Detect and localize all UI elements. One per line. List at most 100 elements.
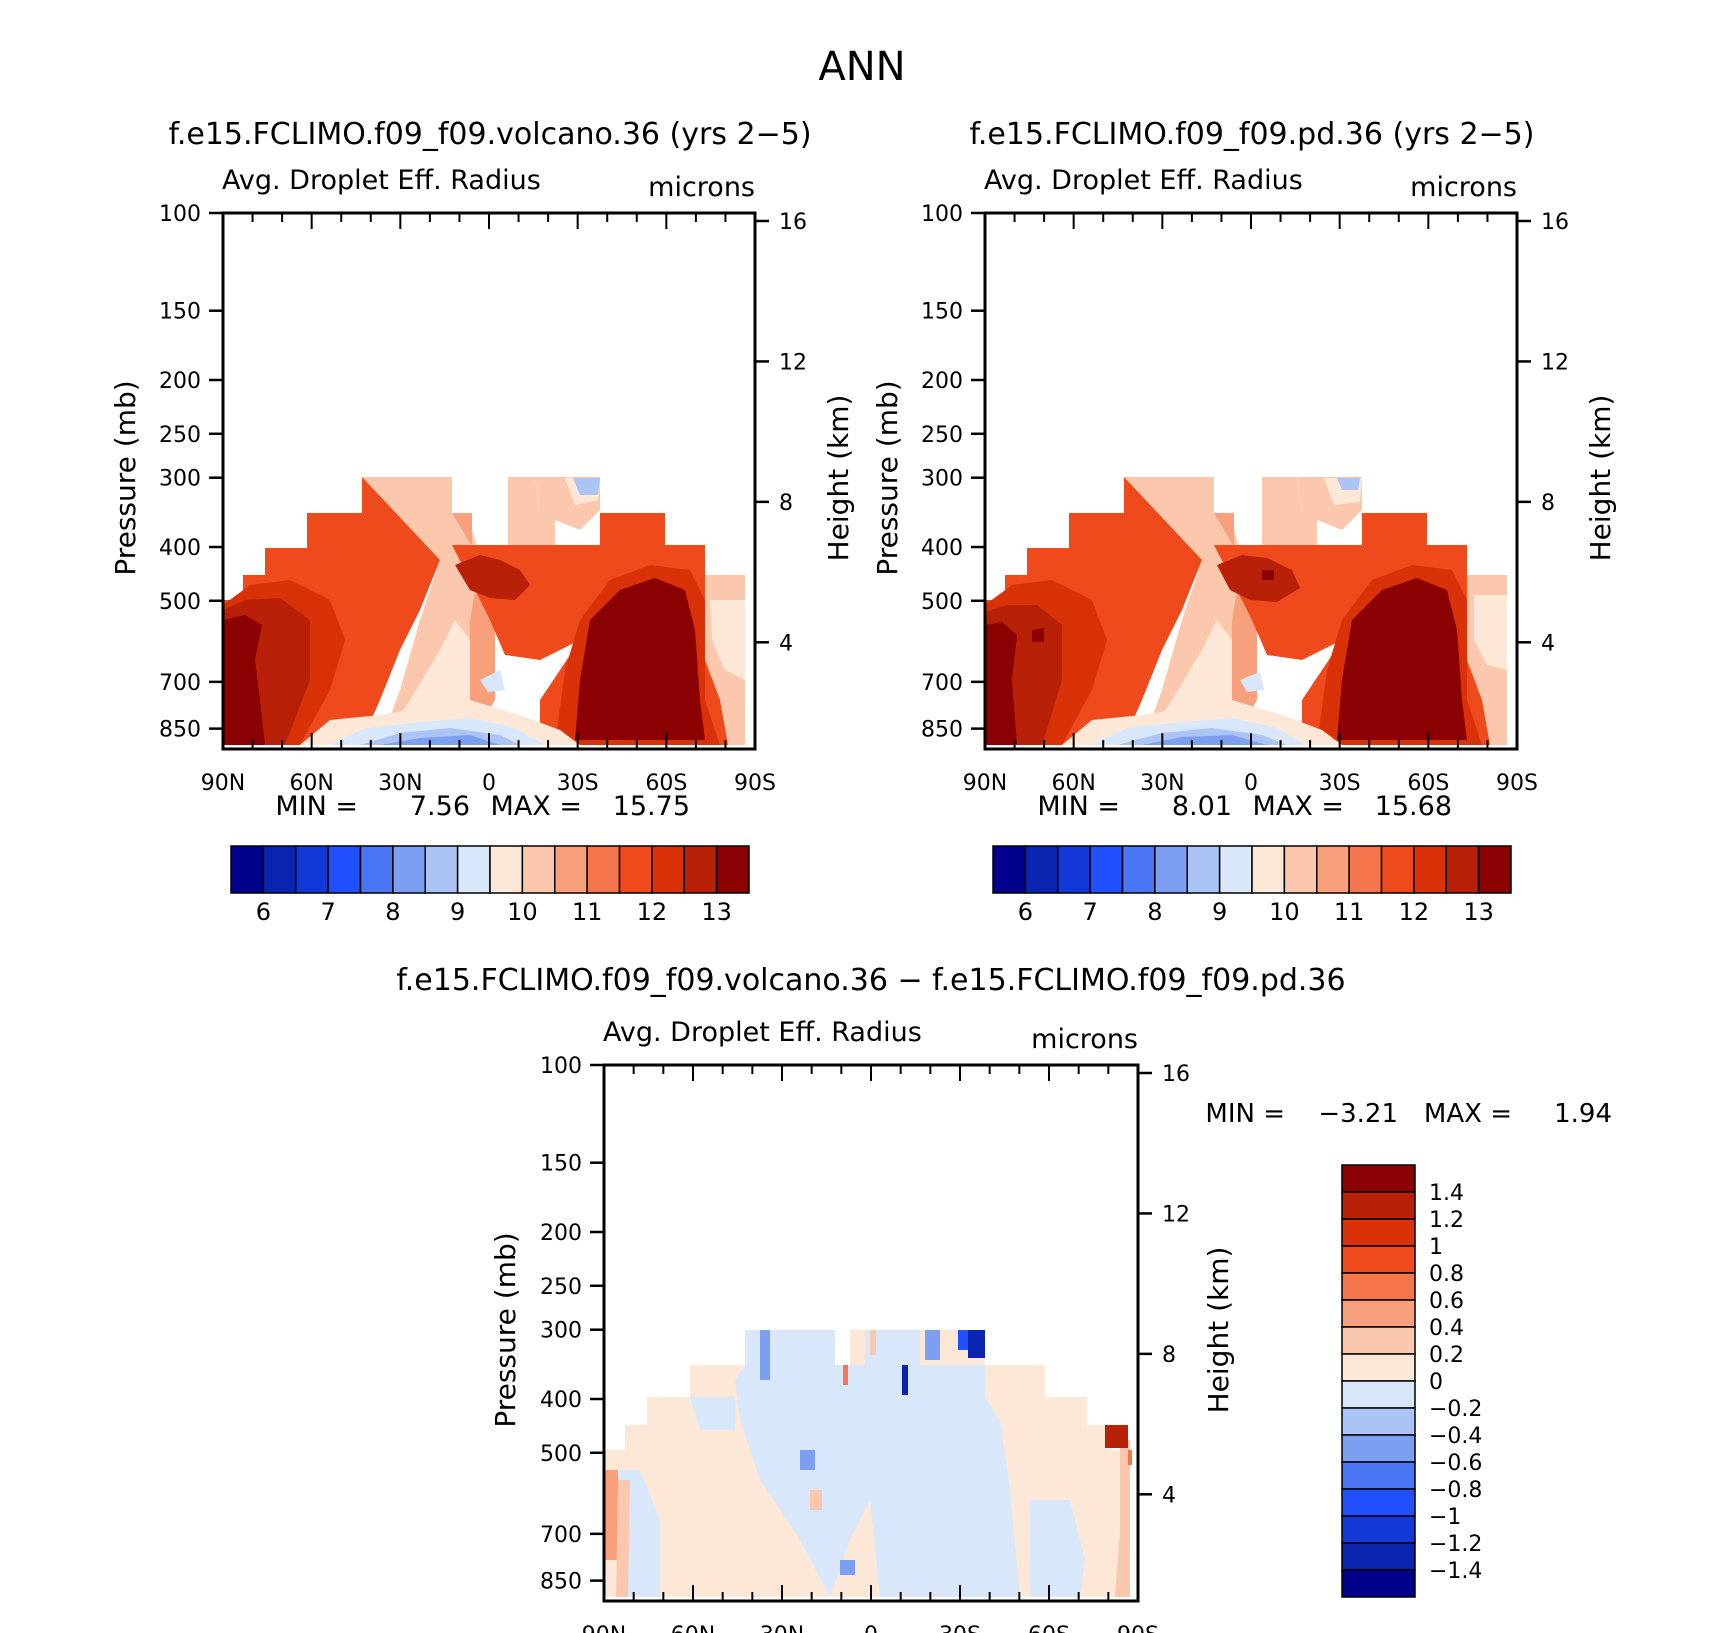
y2-ticks: 16 12 8 4 [755, 210, 807, 656]
colorbar-label: 7 [1082, 898, 1097, 926]
colorbar-label: 13 [701, 898, 732, 926]
colorbar-swatch [1121, 845, 1156, 894]
contour-fill [958, 1330, 968, 1350]
colorbar-label: −1.2 [1429, 1532, 1482, 1557]
x-tick-label: 30S [939, 1623, 981, 1633]
colorbar-swatch [1341, 1191, 1416, 1220]
colorbar-swatch [1341, 1488, 1416, 1517]
colorbar-label: 8 [385, 898, 400, 926]
x-tick-label: 30N [760, 1623, 804, 1633]
colorbar-swatch [327, 845, 362, 894]
y2-tick-label: 4 [779, 631, 793, 656]
panel-volcano: f.e15.FCLIMO.f09_f09.volcano.36 (yrs 2−5… [109, 117, 855, 926]
y2-tick-label: 4 [1162, 1483, 1176, 1508]
y-tick-label: 200 [159, 369, 201, 394]
colorbar-swatch [1341, 1569, 1416, 1598]
colorbar-label: 0.8 [1429, 1262, 1464, 1287]
y-tick-label: 400 [159, 536, 201, 561]
colorbar-swatch [1477, 845, 1512, 894]
contour-fill [925, 1330, 940, 1360]
contour-fill [508, 477, 555, 545]
y-ticks: 100 150 200 250 300 400 500 700 850 [159, 202, 223, 743]
y-ticks: 100 150 200 250 300 400 500 700 850 [540, 1054, 604, 1595]
contour-fill [1030, 1500, 1085, 1597]
colorbar-swatch [1341, 1461, 1416, 1490]
contour-fill [870, 1330, 876, 1355]
x-tick-label: 30S [557, 771, 599, 796]
min-label: MIN = [1205, 1099, 1285, 1129]
colorbar-swatch [521, 845, 556, 894]
colorbar-label: −0.8 [1429, 1478, 1482, 1503]
contour-fill [690, 1397, 735, 1430]
colorbar: 6 7 8 9 10 11 12 13 [992, 845, 1512, 926]
colorbar-swatch [1445, 845, 1480, 894]
y-tick-label: 200 [921, 369, 963, 394]
y2-tick-label: 12 [1162, 1202, 1190, 1227]
colorbar-swatch [230, 845, 265, 894]
x-tick-label: 90S [1496, 771, 1538, 796]
colorbar-label: 13 [1463, 898, 1494, 926]
contour-fill [1262, 477, 1317, 545]
max-value: 15.68 [1375, 791, 1452, 822]
colorbar-swatch [1154, 845, 1188, 894]
x-tick-label: 0 [864, 1623, 878, 1633]
units-label: microns [1410, 172, 1517, 203]
y2-tick-label: 16 [1541, 210, 1569, 235]
y2-ticks: 16 12 8 4 [1138, 1062, 1190, 1508]
y-tick-label: 500 [159, 590, 201, 615]
contour-fill [1105, 1425, 1128, 1448]
contour-fill [1474, 595, 1507, 670]
colorbar-label: −1 [1429, 1505, 1461, 1530]
field-label: Avg. Droplet Eff. Radius [984, 165, 1303, 196]
y-tick-label: 400 [540, 1388, 582, 1413]
contour-fill [710, 600, 745, 680]
x-tick-label: 90S [734, 771, 776, 796]
colorbar-label: 10 [1269, 898, 1300, 926]
x-tick-label: 0 [1244, 771, 1258, 796]
y2-axis-label: Height (km) [822, 395, 855, 562]
colorbar-swatch [554, 845, 588, 894]
plot-frame [221, 211, 757, 751]
colorbar-label: 0.4 [1429, 1316, 1464, 1341]
y-tick-label: 200 [540, 1221, 582, 1246]
max-label: MAX = [491, 791, 582, 822]
colorbar: 1.41.210.80.60.40.20−0.2−0.4−0.6−0.8−1−1… [1341, 1164, 1482, 1598]
y-tick-label: 250 [159, 423, 201, 448]
max-label: MAX = [1253, 791, 1344, 822]
x-tick-label: 0 [482, 771, 496, 796]
colorbar-swatch [1341, 1272, 1416, 1301]
colorbar-swatch [1024, 845, 1059, 894]
colorbar-swatch [1348, 845, 1383, 894]
contour-fill [1337, 578, 1467, 740]
colorbar-swatch [1316, 845, 1350, 894]
y-tick-label: 250 [540, 1275, 582, 1300]
max-label: MAX = [1424, 1099, 1512, 1129]
colorbar-label: −0.6 [1429, 1451, 1482, 1476]
colorbar-label: 9 [1212, 898, 1227, 926]
y-tick-label: 100 [540, 1054, 582, 1079]
contour-fill [616, 1480, 630, 1597]
colorbar-label: 12 [1399, 898, 1430, 926]
colorbar-swatch [1341, 1353, 1416, 1382]
colorbar-label: −0.2 [1429, 1397, 1482, 1422]
y2-tick-label: 8 [1162, 1343, 1176, 1368]
units-label: microns [648, 172, 755, 203]
colorbar-label: 7 [320, 898, 335, 926]
colorbar-swatch [1341, 1542, 1416, 1571]
y-tick-label: 250 [921, 423, 963, 448]
contour-fill [223, 615, 265, 745]
y-tick-label: 300 [159, 467, 201, 492]
contour-fill [573, 478, 600, 495]
y2-ticks: 16 12 8 4 [1517, 210, 1569, 656]
y-tick-label: 150 [159, 300, 201, 325]
x-tick-label: 60N [671, 1623, 715, 1633]
contour-field [223, 477, 745, 745]
colorbar-swatch [1341, 1299, 1416, 1328]
y-axis-label: Pressure (mb) [109, 380, 142, 575]
x-tick-label: 30N [378, 771, 422, 796]
contour-fill [1217, 555, 1300, 602]
y-tick-label: 700 [921, 671, 963, 696]
contour-fill [455, 555, 530, 600]
colorbar-swatch [715, 845, 750, 894]
contour-fill [968, 1330, 985, 1358]
